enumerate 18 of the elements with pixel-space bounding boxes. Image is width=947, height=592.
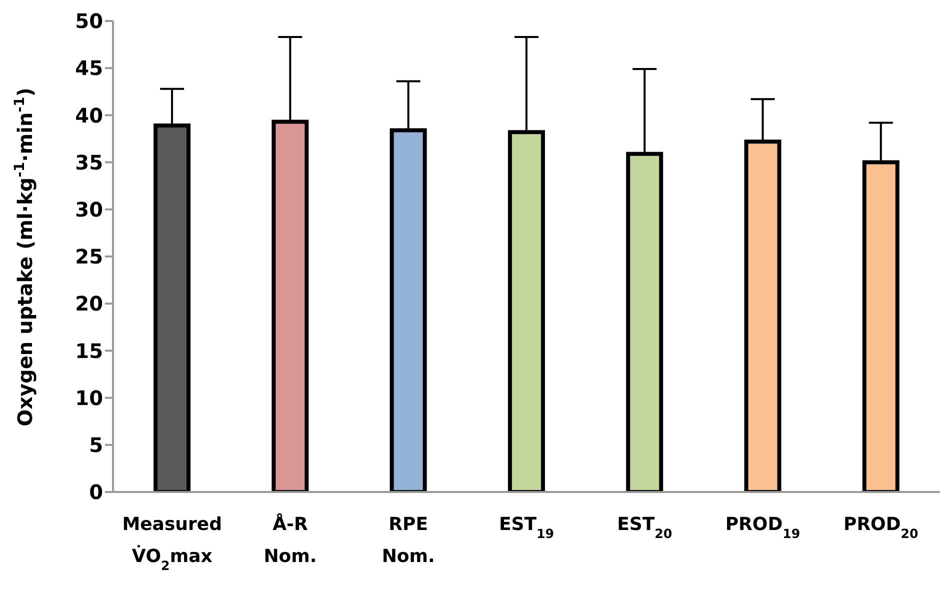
y-tick-label: 0: [89, 480, 103, 504]
y-tick-label: 40: [75, 103, 103, 128]
y-tick-label: 45: [75, 56, 103, 80]
y-tick-label: 35: [75, 150, 103, 174]
y-tick-label: 25: [75, 244, 103, 269]
y-tick-label: 10: [75, 386, 103, 410]
y-tick-label: 5: [89, 433, 103, 457]
x-tick-label: EST$_{20}$: [617, 514, 672, 540]
x-tick-label: RPE Nom.: [382, 514, 435, 567]
y-tick-label: 15: [75, 338, 103, 363]
x-tick-label: Å-R Nom.: [264, 513, 317, 567]
y-tick-label: 30: [75, 198, 103, 222]
x-tick-label: PROD$_{19}$: [725, 514, 800, 540]
x-tick-label: Measured V̇O$_{2}$max: [122, 514, 222, 572]
y-tick-label: 20: [75, 292, 103, 316]
y-tick-label: 50: [75, 9, 103, 34]
x-tick-label: PROD$_{20}$: [844, 514, 919, 540]
x-tick-label: EST$_{19}$: [498, 514, 554, 540]
